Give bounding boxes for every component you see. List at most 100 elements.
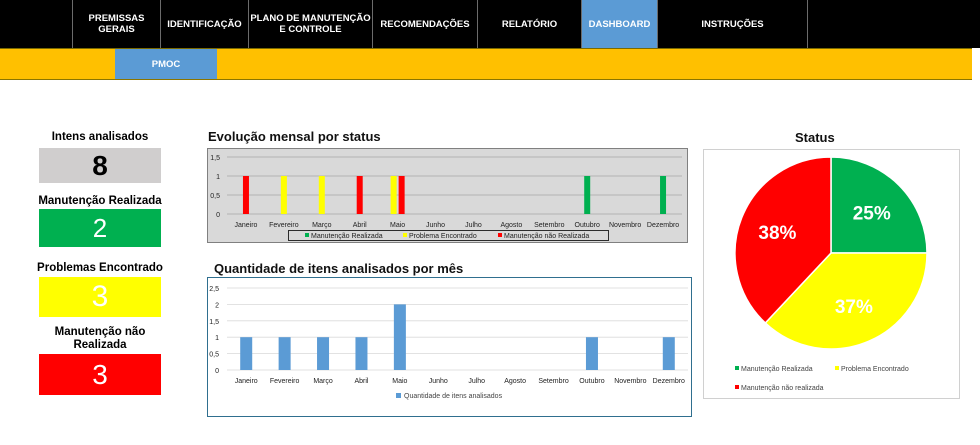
legend-box [288,230,609,241]
kpi-value-intens-analisados: 8 [39,148,161,183]
x-tick-label-setembro: Setembro [534,222,564,229]
tab-recomendacoes[interactable]: RECOMENDAÇÕES [372,0,477,48]
legend-label-quantidade: Quantidade de itens analisados [404,393,503,400]
x-tick-label-maio: Maio [390,222,405,229]
bar-problema-encontrado-fevereiro [280,176,287,214]
legend-label-manutencao-nao-realizada: Manutenção não realizada [741,385,824,392]
tab-label: INSTRUÇÕES [701,18,764,30]
y-tick-label: 2,5 [209,286,219,293]
tab-label-line2: GERAIS [98,24,135,35]
nav-divider [807,0,808,48]
x-tick-label-abril: Abril [353,222,367,229]
chart-background [207,148,688,243]
monthly-status-chart: 0 0,5 1 1,5 Janeiro Fevereiro Março Abril Maio Ju… [207,148,688,243]
legend-label-manutencao-realizada: Manutenção Realizada [741,366,813,373]
bar-marco [317,337,330,370]
y-tick-label: 1,5 [209,319,219,326]
x-tick-label-agosto: Agosto [504,378,526,385]
bar-outubro [585,337,598,370]
legend-swatch-manutencao-nao-realizada [735,385,739,389]
bar-manutencao-nao-realizada-abril [356,176,363,214]
kpi-label-text-line2: Realizada [73,339,127,351]
bar-manutencao-realizada-outubro [584,176,591,214]
legend-swatch-problema-encontrado [835,366,839,370]
x-tick-label-fevereiro: Fevereiro [269,222,299,229]
pie-slice-manutencao-nao-realizada [734,156,832,325]
tab-label: DASHBOARD [588,18,651,30]
legend-label-problema-encontrado: Problema Encontrado [841,366,909,373]
kpi-label-manutencao-realizada: Manutenção Realizada [20,195,180,208]
legend-swatch-manutencao-nao-realizada [498,233,502,237]
y-tick-label: 1 [215,335,219,342]
kpi-value-problemas-encontrado: 3 [39,277,161,317]
tab-label: PLANO DE MANUTENÇÃO [250,13,371,24]
x-tick-label-setembro: Setembro [538,378,568,385]
legend-swatch-manutencao-realizada [305,233,309,237]
bar-manutencao-nao-realizada-janeiro [242,176,249,214]
x-tick-label-junho: Junho [429,378,448,385]
bar-fevereiro [278,337,291,370]
x-tick-label-agosto: Agosto [500,222,522,229]
tab-instrucoes[interactable]: INSTRUÇÕES [657,0,807,48]
kpi-label-text: Intens analisados [51,131,149,143]
legend-label-problema-encontrado: Problema Encontrado [409,233,477,240]
bar-abril [355,337,368,370]
kpi-label-text: Manutenção Realizada [38,195,162,207]
pie-label-problema-encontrado: 37% [835,297,873,318]
x-tick-label-maio: Maio [392,378,407,385]
y-tick-label: 0 [215,368,219,375]
kpi-label-text: Manutenção não [54,326,146,338]
x-tick-label-julho: Julho [468,378,485,385]
kpi-value-manutencao-realizada: 2 [39,209,161,247]
pie-slice-problema-encontrado [764,252,928,350]
legend-label-manutencao-nao-realizada: Manutenção não Realizada [504,233,589,240]
x-tick-label-dezembro: Dezembro [647,222,679,229]
y-tick-label: 0,5 [210,193,220,200]
status-pie-chart: 25% 37% 38% Manutenção Realizada Problema En… [703,149,960,399]
x-tick-label-marco: Março [313,378,333,385]
bar-manutencao-nao-realizada-maio [398,176,405,214]
tab-label: RECOMENDAÇÕES [380,18,470,30]
chart-title-status-pie: Status [795,130,835,145]
x-tick-label-marco: Março [312,222,332,229]
x-tick-label-novembro: Novembro [609,222,641,229]
bar-manutencao-realizada-dezembro [660,176,667,214]
pie-label-manutencao-realizada: 25% [853,203,891,224]
kpi-label-text: Problemas Encontrado [37,262,163,274]
tab-dashboard[interactable]: DASHBOARD [581,0,657,48]
legend-label-manutencao-realizada: Manutenção Realizada [311,233,383,240]
tab-relatorio[interactable]: RELATÓRIO [477,0,581,48]
chart-title-items-per-month: Quantidade de itens analisados por mês [214,261,464,276]
kpi-value-manutencao-nao-realizada: 3 [39,354,161,395]
legend-swatch-manutencao-realizada [735,366,739,370]
tab-pmoc[interactable]: PMOC [115,49,217,79]
x-tick-label-outubro: Outubro [575,222,600,229]
tab-premissas-gerais[interactable]: PREMISSAS GERAIS [72,0,160,48]
legend-swatch-problema-encontrado [403,233,407,237]
pie-label-manutencao-nao-realizada: 38% [758,223,796,244]
x-tick-label-dezembro: Dezembro [653,378,685,385]
kpi-label-problemas-encontrado: Problemas Encontrado [20,262,180,275]
x-tick-label-novembro: Novembro [614,378,646,385]
bar-maio [393,304,406,370]
tab-label: IDENTIFICAÇÃO [167,18,242,30]
items-per-month-chart: 0 0,5 1 1,5 2 2,5 Janeiro Fevereiro Março Abril Ma… [207,277,692,417]
bar-janeiro [240,337,253,370]
chart-title-monthly-status: Evolução mensal por status [208,129,381,144]
tab-label-line2: E CONTROLE [279,24,342,35]
top-navigation: PREMISSAS GERAIS IDENTIFICAÇÃO PLANO DE MAN… [0,0,980,48]
kpi-label-intens-analisados: Intens analisados [20,131,180,144]
x-tick-label-janeiro: Janeiro [235,378,258,385]
tab-identificacao[interactable]: IDENTIFICAÇÃO [160,0,248,48]
sub-navigation-bar: PMOC [0,48,972,80]
kpi-label-manutencao-nao: Manutenção não Realizada [20,326,180,352]
x-tick-label-junho: Junho [426,222,445,229]
bar-problema-encontrado-marco [318,176,325,214]
y-tick-label: 0,5 [209,352,219,359]
bar-dezembro [662,337,675,370]
tab-plano-de-manutencao-e-controle[interactable]: PLANO DE MANUTENÇÃO E CONTROLE [248,0,372,48]
tab-label: PREMISSAS [88,13,145,24]
y-tick-label: 0 [216,212,220,219]
legend-swatch-quantidade [396,393,401,398]
tab-label: RELATÓRIO [501,18,558,30]
